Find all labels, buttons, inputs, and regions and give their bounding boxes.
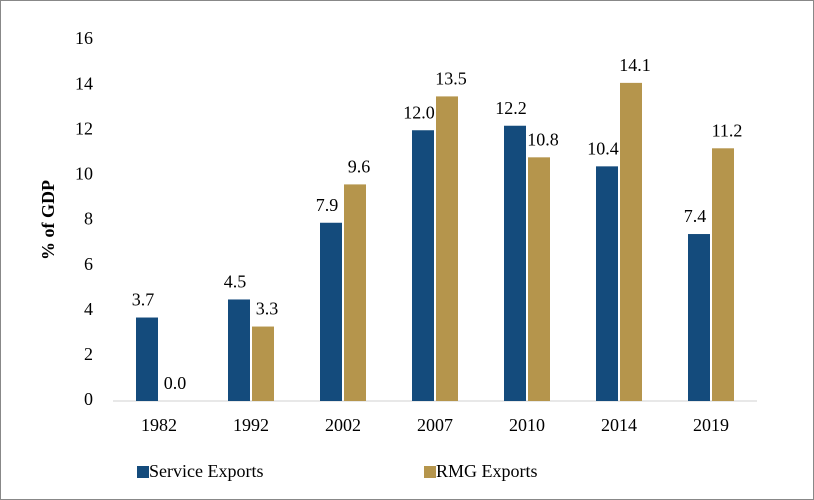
bar [528, 157, 550, 401]
x-tick-label: 2002 [325, 415, 361, 435]
y-axis-label: % of GDP [38, 180, 58, 260]
bar [412, 130, 434, 401]
data-label: 0.0 [164, 373, 187, 393]
y-tick-label: 16 [75, 28, 93, 48]
data-label: 13.5 [435, 69, 467, 89]
bar [712, 148, 734, 401]
legend-label: Service Exports [149, 461, 263, 481]
bar [344, 184, 366, 401]
y-tick-label: 12 [75, 118, 93, 138]
data-label: 14.1 [619, 55, 651, 75]
y-tick-label: 6 [84, 254, 93, 274]
y-tick-label: 8 [84, 209, 93, 229]
y-tick-label: 4 [84, 299, 93, 319]
x-tick-label: 2010 [509, 415, 545, 435]
data-label: 7.9 [316, 195, 339, 215]
x-tick-label: 1992 [233, 415, 269, 435]
x-tick-label: 1982 [141, 415, 177, 435]
bar [252, 326, 274, 401]
y-tick-label: 2 [84, 344, 93, 364]
data-label: 12.2 [495, 98, 527, 118]
bar [596, 166, 618, 401]
y-tick-label: 14 [75, 73, 93, 93]
data-label: 4.5 [224, 272, 247, 292]
data-label: 10.8 [527, 129, 559, 149]
bar [136, 317, 158, 401]
bar [620, 82, 642, 402]
bar [436, 96, 458, 401]
data-label: 11.2 [712, 120, 743, 140]
data-label: 3.3 [256, 299, 279, 319]
data-label: 10.4 [587, 138, 619, 158]
bar [688, 234, 710, 401]
bar [504, 125, 526, 402]
y-tick-label: 0 [84, 389, 93, 409]
data-label: 9.6 [348, 157, 371, 177]
data-label: 7.4 [684, 206, 707, 226]
legend-label: RMG Exports [436, 461, 538, 481]
data-label: 3.7 [132, 290, 155, 310]
legend-swatch [424, 466, 436, 478]
x-tick-label: 2019 [693, 415, 729, 435]
data-label: 12.0 [403, 102, 435, 122]
x-tick-label: 2014 [601, 415, 637, 435]
legend-swatch [137, 466, 149, 478]
bar [228, 299, 250, 401]
x-tick-label: 2007 [417, 415, 453, 435]
bar [320, 222, 342, 401]
y-tick-label: 10 [75, 164, 93, 184]
